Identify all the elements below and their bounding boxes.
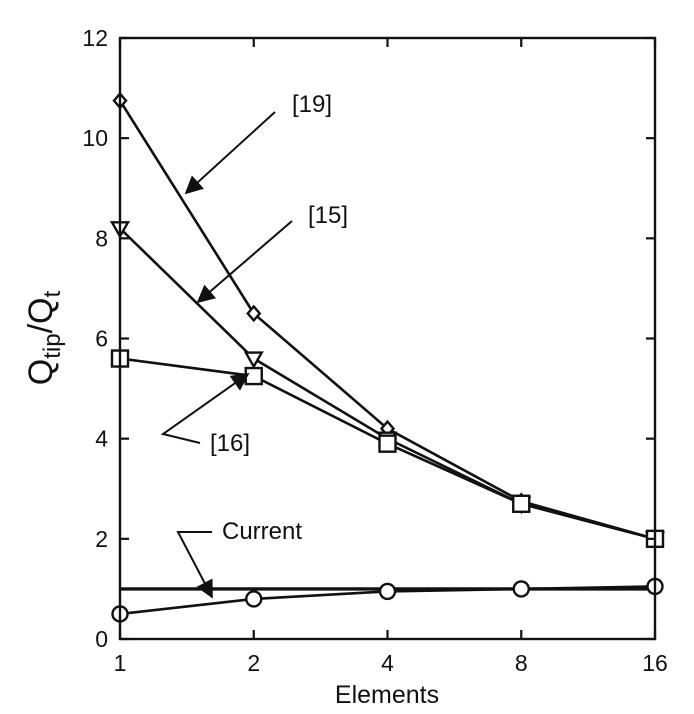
y-tick-label: 0 — [95, 626, 108, 652]
y-tick-label: 8 — [95, 225, 108, 251]
y-axis-title-sub-tip: tip — [39, 333, 66, 358]
x-tick-label: 8 — [515, 650, 528, 676]
data-point-circle — [378, 582, 397, 601]
y-tick-label: 12 — [82, 25, 108, 51]
annotation-label: Current — [222, 518, 302, 545]
data-point-square — [244, 366, 263, 386]
y-tick-label: 4 — [95, 426, 108, 452]
annotation-label: [16] — [210, 430, 250, 457]
annotation-label: [19] — [292, 91, 332, 118]
x-tick-label: 2 — [247, 650, 260, 676]
x-tick-label: 1 — [114, 650, 127, 676]
data-point-square — [378, 434, 397, 453]
x-axis-title: Elements — [335, 681, 439, 709]
y-axis-title-sep: /Q — [22, 297, 60, 333]
x-tick-label: 4 — [381, 650, 394, 676]
data-point-square — [512, 494, 531, 513]
annotation-arrow — [176, 531, 213, 599]
y-tick-label: 2 — [95, 526, 108, 552]
data-point-circle — [512, 580, 530, 598]
annotation-arrow — [184, 111, 276, 195]
y-axis-title-sub-t: t — [39, 290, 66, 297]
y-tick-label: 6 — [95, 326, 108, 352]
annotation-label: [15] — [308, 202, 348, 229]
data-point-diamond — [246, 304, 262, 323]
series-line-1 — [119, 227, 656, 541]
y-axis-title: Qtip/Qt — [22, 290, 66, 385]
y-tick-label: 10 — [82, 125, 108, 151]
series-line-0 — [118, 99, 656, 541]
y-axis-title-main: Q — [22, 359, 60, 385]
x-tick-label: 16 — [642, 650, 668, 676]
data-point-triangle-down — [243, 351, 264, 369]
annotation-arrow — [160, 372, 250, 444]
plot-frame — [118, 36, 657, 641]
annotation-arrow — [196, 220, 293, 304]
data-point-circle — [245, 590, 263, 608]
